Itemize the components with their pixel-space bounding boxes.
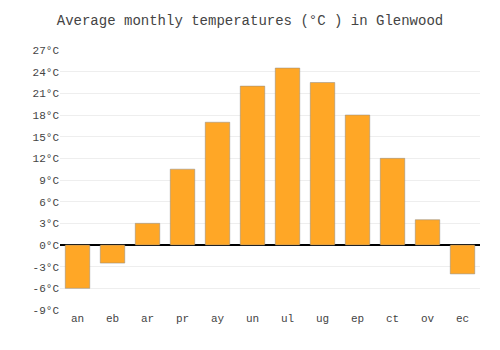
svg-text:12°C: 12°C xyxy=(33,153,60,165)
svg-text:ul: ul xyxy=(281,313,294,325)
svg-text:0°C: 0°C xyxy=(39,240,59,252)
svg-text:-9°C: -9°C xyxy=(33,305,60,317)
svg-text:ay: ay xyxy=(211,313,225,325)
svg-text:6°C: 6°C xyxy=(39,197,59,209)
svg-text:9°C: 9°C xyxy=(39,175,59,187)
svg-text:18°C: 18°C xyxy=(33,110,60,122)
svg-text:ep: ep xyxy=(351,313,364,325)
svg-text:un: un xyxy=(246,313,259,325)
svg-text:24°C: 24°C xyxy=(33,67,60,79)
svg-text:ec: ec xyxy=(456,313,469,325)
svg-text:Average monthly temperatures (: Average monthly temperatures (°C ) in Gl… xyxy=(57,13,443,29)
svg-text:ov: ov xyxy=(421,313,435,325)
svg-text:ct: ct xyxy=(386,313,399,325)
svg-text:ug: ug xyxy=(316,313,329,325)
svg-text:ar: ar xyxy=(141,313,154,325)
svg-text:21°C: 21°C xyxy=(33,88,60,100)
svg-text:15°C: 15°C xyxy=(33,132,60,144)
svg-text:an: an xyxy=(71,313,84,325)
svg-text:27°C: 27°C xyxy=(33,45,60,57)
svg-text:-3°C: -3°C xyxy=(33,262,60,274)
svg-text:pr: pr xyxy=(176,313,189,325)
svg-text:-6°C: -6°C xyxy=(33,283,60,295)
svg-text:eb: eb xyxy=(106,313,119,325)
svg-text:3°C: 3°C xyxy=(39,218,59,230)
